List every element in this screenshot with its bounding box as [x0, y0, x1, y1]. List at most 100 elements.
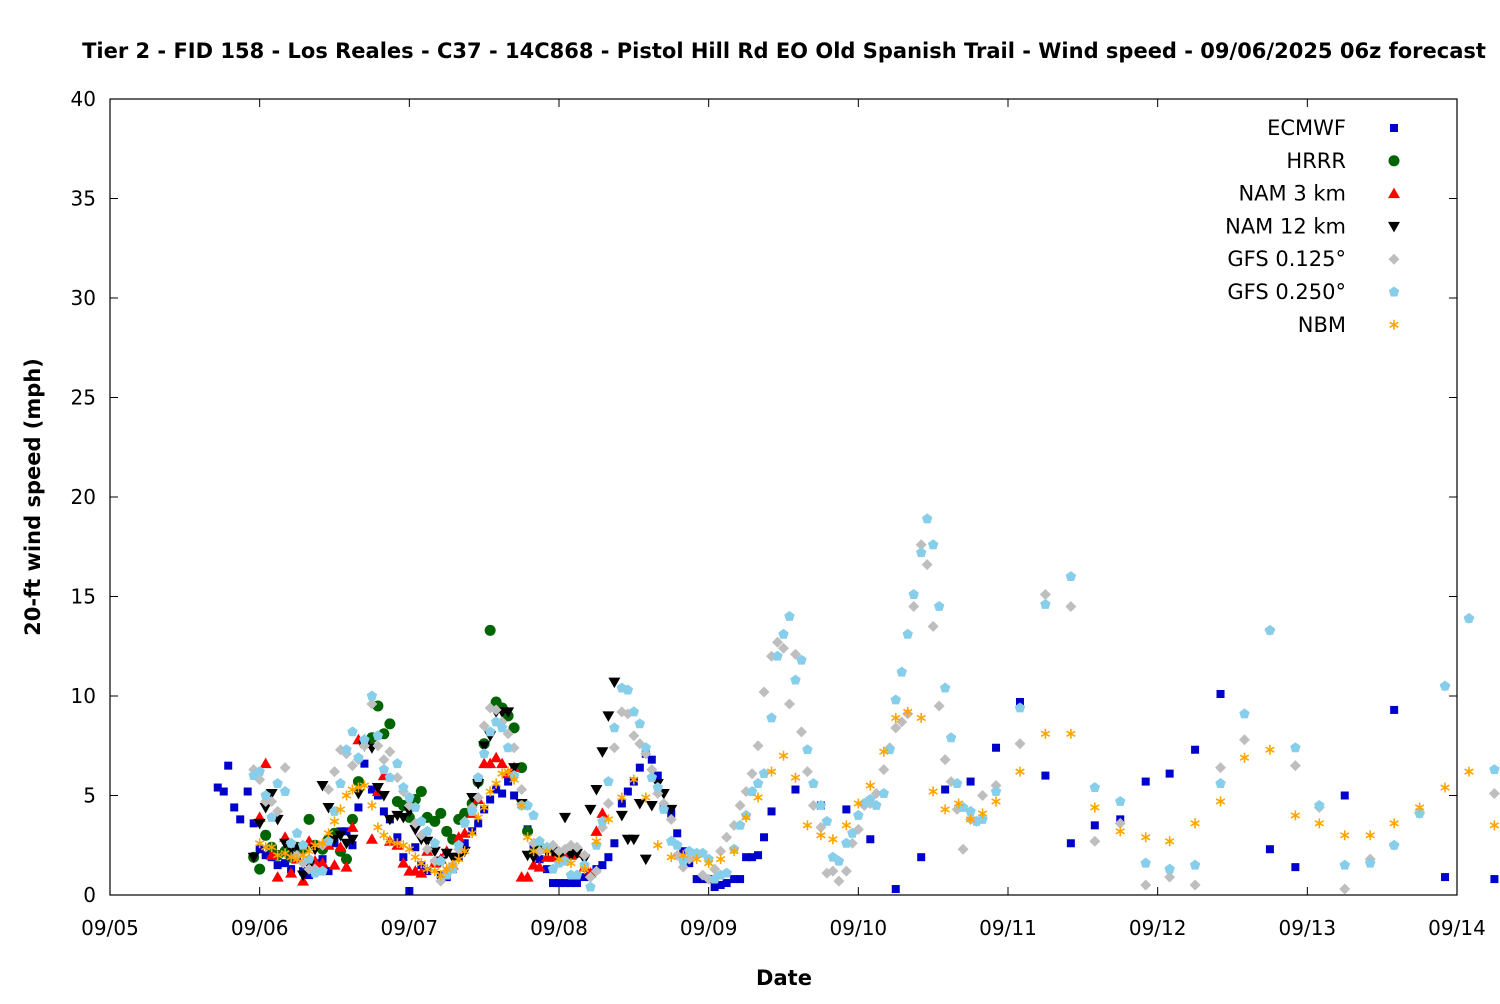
data-point-nbm [703, 858, 714, 869]
data-point-nbm [1215, 796, 1226, 807]
data-point-nbm [603, 814, 614, 825]
legend-label-nam-3-km: NAM 3 km [1238, 182, 1346, 206]
data-point-gfs-0-125 [1488, 788, 1500, 800]
legend-label-nbm: NBM [1298, 313, 1346, 337]
data-point-gfs-0-250 [384, 772, 396, 783]
data-point-gfs-0-250 [1489, 764, 1500, 775]
data-point-nbm [335, 804, 346, 815]
data-point-ecmwf [1066, 839, 1075, 848]
data-point-nam-12-km [383, 814, 396, 826]
x-tick-label: 09/11 [979, 916, 1037, 940]
data-point-ecmwf [992, 743, 1001, 752]
data-point-ecmwf [1490, 875, 1499, 884]
data-point-nam-12-km [409, 824, 422, 836]
data-point-nbm [404, 844, 415, 855]
data-point-nbm [266, 842, 277, 853]
data-point-ecmwf [647, 755, 656, 764]
data-point-nbm [310, 840, 320, 851]
data-point-nbm [1464, 766, 1474, 777]
data-point-nam-3-km [484, 757, 497, 769]
data-point-nbm [1140, 832, 1151, 843]
data-point-ecmwf [623, 787, 632, 796]
data-point-gfs-0-125 [709, 863, 721, 875]
data-point-gfs-0-250 [1414, 807, 1425, 818]
data-point-gfs-0-125 [827, 865, 839, 877]
data-point-nbm [879, 746, 889, 757]
data-point-nbm [591, 836, 602, 847]
data-point-gfs-0-250 [359, 734, 370, 745]
data-point-gfs-0-250 [429, 837, 441, 848]
data-point-nam-12-km [328, 834, 341, 846]
data-point-ecmwf [367, 785, 376, 794]
data-point-gfs-0-125 [772, 636, 784, 648]
data-point-gfs-0-250 [502, 742, 514, 753]
data-point-gfs-0-250 [990, 786, 1002, 796]
data-point-nam-12-km [259, 802, 272, 814]
data-point-nam-12-km [502, 707, 515, 718]
data-point-gfs-0-250 [609, 722, 620, 733]
data-point-ecmwf [635, 763, 644, 772]
data-point-nbm [1066, 728, 1076, 739]
data-point-gfs-0-125 [478, 720, 490, 732]
data-point-nbm [341, 790, 352, 801]
data-point-gfs-0-125 [254, 774, 266, 786]
data-point-nam-12-km [627, 834, 640, 846]
y-tick-label: 10 [71, 684, 96, 708]
data-point-nbm [1115, 826, 1125, 837]
data-point-nam-3-km [365, 833, 378, 844]
data-point-nbm [1090, 802, 1100, 813]
data-point-gfs-0-250 [260, 790, 271, 800]
data-point-nbm [367, 800, 377, 811]
data-point-gfs-0-125 [921, 559, 933, 571]
data-point-nam-12-km [316, 781, 329, 792]
data-point-nbm [1190, 818, 1200, 829]
data-point-ecmwf [748, 853, 757, 862]
data-point-nbm [940, 804, 950, 815]
data-point-gfs-0-250 [254, 766, 265, 777]
data-point-nam-12-km [397, 812, 410, 824]
data-point-gfs-0-125 [590, 865, 602, 877]
data-point-ecmwf [281, 859, 290, 868]
data-point-gfs-0-250 [658, 803, 669, 814]
data-point-ecmwf [236, 815, 245, 824]
data-point-gfs-0-250 [634, 718, 646, 729]
data-point-nam-3-km [397, 857, 410, 868]
data-point-gfs-0-125 [758, 686, 770, 698]
data-point-gfs-0-250 [534, 835, 545, 846]
data-point-gfs-0-250 [628, 706, 640, 717]
data-point-gfs-0-250 [841, 837, 852, 848]
data-point-gfs-0-250 [303, 853, 315, 864]
data-point-nbm [1040, 728, 1051, 739]
data-point-ecmwf [474, 819, 483, 828]
data-point-gfs-0-250 [752, 778, 764, 789]
legend-marker-hrrr [1388, 155, 1400, 167]
data-point-ecmwf [692, 875, 701, 884]
data-point-nam-3-km [271, 871, 284, 882]
data-point-ecmwf [213, 783, 222, 792]
data-point-gfs-0-250 [778, 628, 789, 639]
data-point-gfs-0-125 [721, 831, 733, 843]
data-point-nam-3-km [328, 859, 341, 870]
data-point-nam-3-km [259, 757, 272, 769]
y-tick-label: 20 [71, 485, 96, 509]
data-point-gfs-0-125 [1164, 871, 1176, 883]
data-point-ecmwf [966, 777, 975, 786]
data-point-ecmwf [261, 851, 270, 860]
data-point-gfs-0-250 [1463, 612, 1475, 623]
data-point-gfs-0-250 [323, 835, 334, 846]
data-point-ecmwf [1090, 821, 1099, 830]
data-point-gfs-0-250 [1339, 859, 1350, 870]
data-point-nbm [965, 814, 976, 825]
data-point-gfs-0-250 [459, 817, 470, 828]
data-point-nbm [509, 774, 519, 785]
data-point-nbm [359, 780, 370, 791]
data-point-ecmwf [560, 879, 569, 888]
data-point-hrrr [340, 853, 352, 865]
y-tick-label: 5 [83, 784, 96, 808]
data-point-nbm [729, 846, 739, 857]
data-point-gfs-0-250 [945, 732, 957, 743]
data-point-ecmwf [379, 807, 388, 816]
data-point-hrrr [484, 624, 496, 636]
